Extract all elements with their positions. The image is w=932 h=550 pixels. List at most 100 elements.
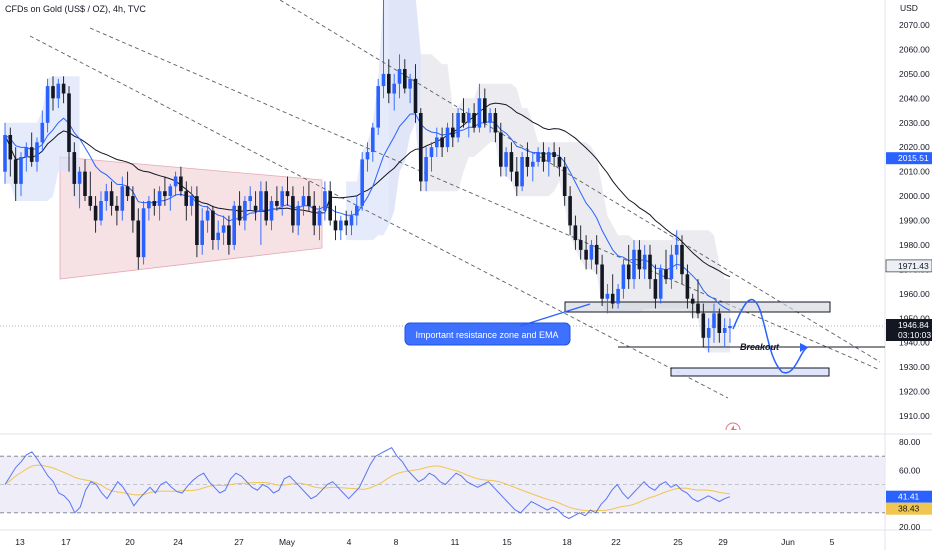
candle	[472, 103, 476, 133]
x-axis-ticks: 13 17 20 24 27 May 4 8 11 15 18 22 25 29 Jun 5	[15, 537, 834, 547]
candle	[237, 191, 242, 226]
candle	[24, 142, 29, 172]
candle	[88, 171, 93, 211]
y-tick-label: 2040.00	[899, 93, 930, 103]
triangle-pattern	[59, 156, 323, 280]
candle	[440, 127, 444, 157]
candle	[610, 274, 615, 309]
y-tick-label: 1980.00	[899, 240, 930, 250]
candle	[141, 201, 146, 265]
y-tick-label: 2010.00	[899, 167, 930, 177]
y-tick-label: 2020.00	[899, 142, 930, 152]
candle	[211, 205, 215, 250]
candle	[419, 108, 423, 192]
rsi-tick-label: 20.00	[899, 522, 921, 532]
projection-path	[732, 298, 809, 374]
candle	[408, 73, 412, 104]
rsi-line	[4, 447, 731, 520]
candle	[403, 59, 407, 94]
x-tick-label: 18	[562, 537, 572, 547]
candle	[147, 196, 151, 221]
candle	[35, 137, 39, 172]
band-envelope-highlight	[5, 0, 421, 241]
candle	[525, 142, 530, 177]
candle	[93, 196, 98, 233]
candle	[568, 186, 572, 236]
x-tick-label: 24	[173, 537, 183, 547]
candle	[157, 186, 162, 221]
channel-line-lower	[29, 35, 729, 399]
candle	[131, 186, 135, 233]
candle	[243, 196, 247, 231]
candle	[216, 220, 220, 250]
candle	[483, 88, 487, 128]
candle	[392, 73, 396, 111]
candle	[728, 318, 732, 343]
candle	[269, 196, 274, 231]
candle	[221, 215, 226, 245]
candle	[658, 264, 663, 304]
projection-arrow-icon	[800, 343, 808, 352]
candle	[701, 303, 706, 348]
channel-line-upper-1	[89, 27, 881, 371]
candle	[461, 98, 466, 128]
candle	[642, 244, 647, 280]
candle	[355, 196, 359, 226]
candle	[232, 201, 236, 250]
candle	[29, 132, 34, 167]
x-tick-label: 27	[234, 537, 244, 547]
y-tick-label: 1950.00	[899, 313, 930, 323]
y-tick-label: 1990.00	[899, 216, 930, 226]
candle	[344, 210, 348, 236]
candle	[56, 78, 61, 109]
candle	[520, 152, 524, 192]
candle	[397, 54, 402, 99]
y-tick-label: 2060.00	[899, 44, 930, 54]
candle	[40, 110, 45, 153]
candle	[712, 303, 716, 343]
candle	[456, 108, 460, 143]
resistance-callout-text: Important resistance zone and EMA	[415, 330, 558, 340]
candle	[616, 284, 620, 309]
candle	[301, 186, 306, 216]
currency-label: USD	[900, 3, 918, 13]
candle	[168, 183, 173, 211]
candle	[109, 181, 114, 216]
x-tick-label: 13	[15, 537, 25, 547]
candle	[365, 142, 370, 172]
rsi-tick-label: 80.00	[899, 437, 921, 447]
candle	[307, 181, 311, 211]
y-tick-label: 1920.00	[899, 387, 930, 397]
sma-line	[4, 102, 731, 278]
candle	[413, 64, 418, 123]
candle	[179, 166, 183, 197]
x-tick-label: 15	[502, 537, 512, 547]
chart-title: CFDs on Gold (US$ / OZ), 4h, TVC	[5, 4, 146, 14]
candle	[664, 249, 668, 284]
candle	[680, 235, 684, 284]
breakout-label: Breakout	[740, 342, 780, 352]
candle	[45, 78, 50, 133]
candle	[317, 205, 322, 241]
candle	[333, 205, 338, 241]
candle	[13, 147, 18, 201]
y-tick-label: 2050.00	[899, 69, 930, 79]
candle	[19, 152, 23, 197]
y-tick-label: 2000.00	[899, 191, 930, 201]
candle	[104, 183, 109, 211]
candles	[3, 0, 732, 353]
lightning-icon[interactable]	[725, 422, 741, 437]
resistance-callout-box[interactable]	[404, 322, 571, 346]
candle	[669, 244, 674, 289]
candle	[648, 244, 652, 289]
ema-line	[4, 113, 731, 311]
rsi-signal-line	[4, 464, 731, 512]
candle	[349, 210, 354, 236]
candle	[323, 181, 327, 221]
x-tick-label: 4	[347, 537, 352, 547]
candle	[136, 208, 141, 270]
candle	[547, 147, 551, 177]
target-zone[interactable]	[670, 367, 830, 377]
